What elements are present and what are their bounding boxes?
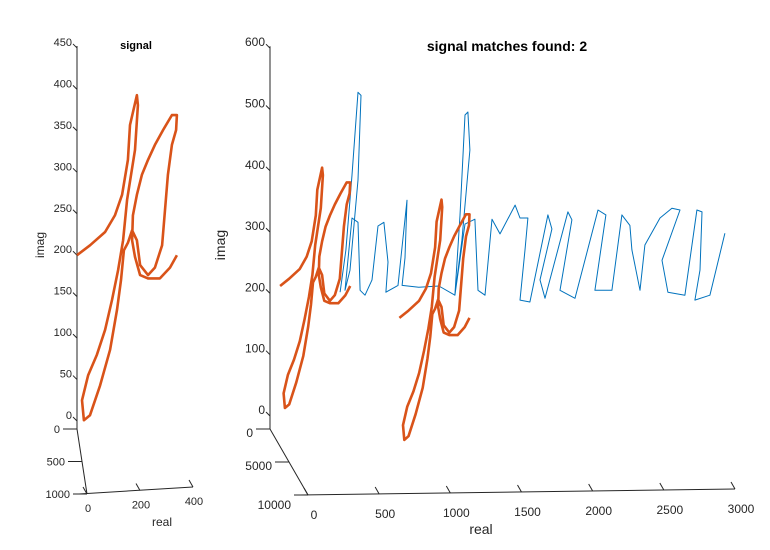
y-tick bbox=[72, 167, 78, 173]
y-tick bbox=[72, 85, 78, 90]
z-tick-label: 10000 bbox=[258, 498, 292, 512]
y-axis-label: imag bbox=[212, 230, 228, 260]
y-tick-label: 0 bbox=[258, 403, 265, 417]
y-tick bbox=[72, 333, 78, 339]
x-tick bbox=[303, 487, 309, 496]
match-line-2 bbox=[398, 198, 471, 442]
y-tick bbox=[265, 350, 271, 356]
x-tick bbox=[730, 481, 736, 490]
x-tick-label: 0 bbox=[85, 503, 91, 515]
x-axis-label: real bbox=[152, 515, 172, 529]
y-tick bbox=[72, 416, 78, 422]
z-tick-label: 500 bbox=[47, 457, 65, 469]
chart-title: signal matches found: 2 bbox=[427, 38, 587, 54]
y-tick-label: 500 bbox=[245, 97, 265, 111]
z-tick-label: 5000 bbox=[245, 459, 272, 473]
x-tick-label: 500 bbox=[375, 507, 395, 521]
x-tick bbox=[82, 486, 88, 495]
y-tick-label: 600 bbox=[245, 35, 265, 49]
y-tick-label: 400 bbox=[245, 158, 265, 172]
x-tick-label: 3000 bbox=[728, 502, 755, 516]
y-tick bbox=[72, 250, 78, 256]
y-tick bbox=[265, 227, 271, 233]
x-axis-label: real bbox=[469, 521, 492, 537]
x-tick bbox=[188, 479, 194, 488]
x-axis-line bbox=[78, 486, 194, 495]
y-tick bbox=[265, 289, 271, 294]
y-tick-label: 300 bbox=[245, 219, 265, 233]
y-tick bbox=[72, 126, 78, 132]
y-tick bbox=[265, 166, 271, 172]
y-tick-label: 200 bbox=[54, 244, 72, 256]
x-tick-label: 1500 bbox=[514, 505, 541, 519]
y-tick-label: 400 bbox=[54, 78, 72, 90]
y-tick-label: 250 bbox=[54, 203, 72, 215]
x-tick bbox=[659, 482, 665, 491]
handwriting-line bbox=[339, 91, 726, 303]
y-tick bbox=[265, 43, 271, 49]
y-tick bbox=[72, 43, 78, 49]
z-tick-label: 0 bbox=[246, 426, 253, 440]
signal-line bbox=[76, 93, 179, 422]
x-tick-label: 2000 bbox=[585, 504, 612, 518]
y-tick-label: 450 bbox=[54, 37, 72, 49]
x-tick bbox=[445, 485, 451, 494]
match-line-1 bbox=[279, 166, 352, 410]
y-tick bbox=[265, 411, 271, 417]
y-tick bbox=[72, 292, 78, 298]
x-tick-label: 200 bbox=[132, 500, 150, 512]
y-tick-label: 300 bbox=[54, 161, 72, 173]
y-tick-label: 0 bbox=[66, 410, 72, 422]
y-tick-label: 150 bbox=[54, 286, 72, 298]
y-tick-label: 100 bbox=[245, 342, 265, 356]
matches-axes: signal matches found: 2 imag real 0 100 20… bbox=[212, 35, 755, 537]
x-tick-label: 400 bbox=[185, 496, 203, 508]
x-tick bbox=[135, 483, 141, 491]
y-tick-label: 350 bbox=[54, 120, 72, 132]
signal-axes: signal imag real 0 50 100 150 200 250 300 350 40… bbox=[33, 37, 203, 529]
y-tick bbox=[72, 209, 78, 215]
x-tick bbox=[374, 486, 380, 495]
z-tick-label: 0 bbox=[54, 424, 60, 436]
chart-title: signal bbox=[120, 40, 152, 52]
y-tick bbox=[265, 105, 271, 110]
x-tick-label: 0 bbox=[311, 508, 318, 522]
y-tick-label: 50 bbox=[60, 369, 72, 381]
x-tick-label: 1000 bbox=[443, 506, 470, 520]
y-tick bbox=[72, 375, 78, 380]
x-tick bbox=[588, 483, 594, 492]
y-axis-label: imag bbox=[33, 232, 47, 258]
y-tick-label: 200 bbox=[245, 280, 265, 294]
z-tick-label: 1000 bbox=[46, 489, 70, 501]
y-tick-label: 100 bbox=[54, 327, 72, 339]
x-tick-label: 2500 bbox=[656, 503, 683, 517]
x-tick bbox=[517, 484, 522, 493]
x-axis-line bbox=[299, 488, 736, 496]
